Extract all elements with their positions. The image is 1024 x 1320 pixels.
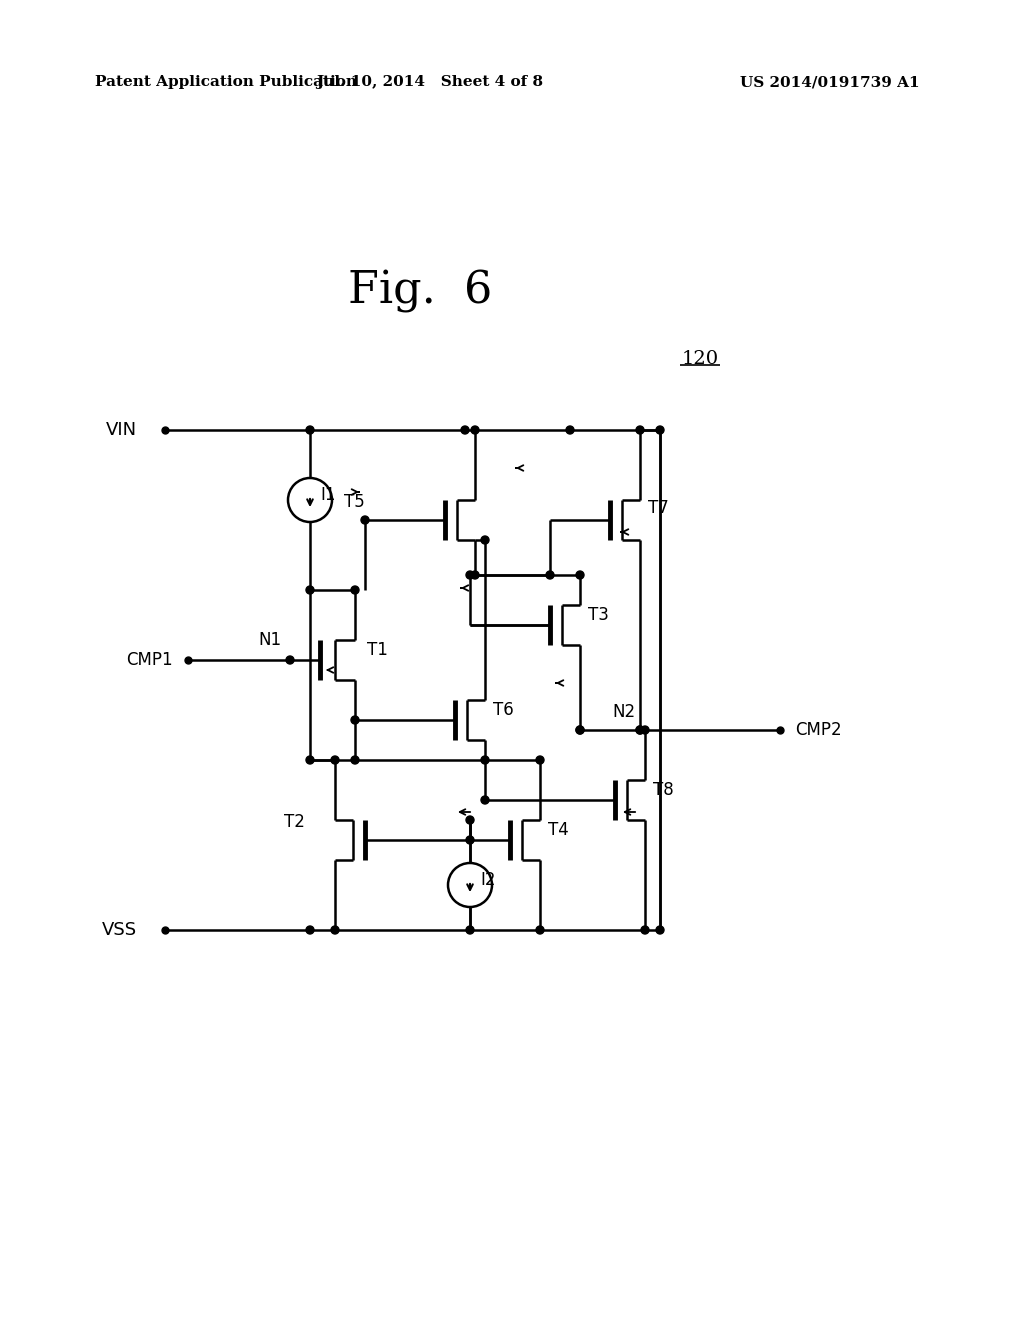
Circle shape bbox=[361, 516, 369, 524]
Text: Patent Application Publication: Patent Application Publication bbox=[95, 75, 357, 88]
Circle shape bbox=[306, 927, 314, 935]
Circle shape bbox=[461, 426, 469, 434]
Text: US 2014/0191739 A1: US 2014/0191739 A1 bbox=[740, 75, 920, 88]
Text: 120: 120 bbox=[681, 350, 719, 368]
Circle shape bbox=[536, 756, 544, 764]
Circle shape bbox=[331, 756, 339, 764]
Circle shape bbox=[481, 756, 489, 764]
Circle shape bbox=[351, 756, 359, 764]
Circle shape bbox=[656, 426, 664, 434]
Circle shape bbox=[466, 927, 474, 935]
Text: T6: T6 bbox=[493, 701, 514, 719]
Text: Fig.  6: Fig. 6 bbox=[348, 271, 493, 313]
Circle shape bbox=[481, 796, 489, 804]
Text: T8: T8 bbox=[653, 781, 674, 799]
Circle shape bbox=[481, 536, 489, 544]
Circle shape bbox=[636, 426, 644, 434]
Text: Jul. 10, 2014   Sheet 4 of 8: Jul. 10, 2014 Sheet 4 of 8 bbox=[316, 75, 544, 88]
Circle shape bbox=[331, 927, 339, 935]
Text: VIN: VIN bbox=[105, 421, 137, 440]
Text: CMP1: CMP1 bbox=[126, 651, 173, 669]
Text: T5: T5 bbox=[344, 492, 365, 511]
Circle shape bbox=[546, 572, 554, 579]
Text: N1: N1 bbox=[259, 631, 282, 649]
Text: T4: T4 bbox=[548, 821, 568, 840]
Text: T2: T2 bbox=[284, 813, 305, 832]
Circle shape bbox=[306, 586, 314, 594]
Circle shape bbox=[656, 927, 664, 935]
Circle shape bbox=[306, 426, 314, 434]
Text: CMP2: CMP2 bbox=[795, 721, 842, 739]
Text: T7: T7 bbox=[648, 499, 669, 517]
Circle shape bbox=[641, 726, 649, 734]
Circle shape bbox=[536, 927, 544, 935]
Circle shape bbox=[636, 726, 644, 734]
Circle shape bbox=[575, 726, 584, 734]
Text: I1: I1 bbox=[319, 486, 336, 504]
Circle shape bbox=[466, 572, 474, 579]
Circle shape bbox=[641, 927, 649, 935]
Circle shape bbox=[466, 836, 474, 843]
Circle shape bbox=[575, 572, 584, 579]
Text: N2: N2 bbox=[612, 704, 635, 721]
Circle shape bbox=[306, 756, 314, 764]
Text: T1: T1 bbox=[367, 642, 388, 659]
Circle shape bbox=[471, 572, 479, 579]
Circle shape bbox=[471, 426, 479, 434]
Circle shape bbox=[351, 715, 359, 723]
Circle shape bbox=[575, 726, 584, 734]
Circle shape bbox=[566, 426, 574, 434]
Text: VSS: VSS bbox=[101, 921, 137, 939]
Circle shape bbox=[351, 586, 359, 594]
Text: I2: I2 bbox=[480, 871, 496, 888]
Text: T3: T3 bbox=[588, 606, 609, 624]
Circle shape bbox=[286, 656, 294, 664]
Circle shape bbox=[636, 726, 644, 734]
Circle shape bbox=[466, 816, 474, 824]
